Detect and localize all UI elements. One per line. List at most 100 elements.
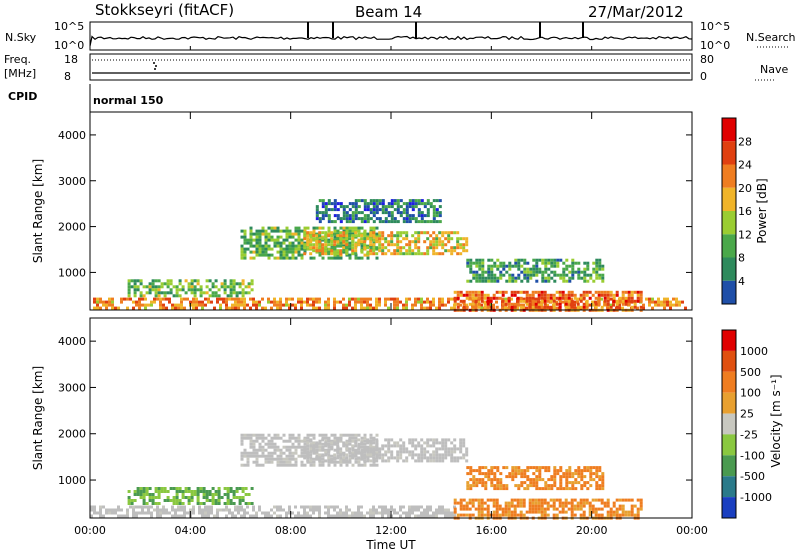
- echo-cell: [267, 439, 271, 443]
- echo-cell: [213, 306, 216, 310]
- echo-cell: [402, 208, 406, 212]
- echo-cell: [90, 514, 93, 518]
- echo-cell: [598, 478, 602, 482]
- echo-cell: [555, 302, 559, 306]
- echo-cell: [339, 511, 342, 515]
- echo-cell: [441, 303, 444, 307]
- echo-cell: [553, 270, 557, 274]
- echo-cell: [309, 442, 313, 446]
- echo-cell: [324, 511, 327, 515]
- echo-cell: [366, 300, 369, 304]
- echo-cell: [192, 303, 195, 307]
- echo-cell: [312, 508, 315, 512]
- echo-cell: [261, 229, 265, 233]
- time-axis-label: Time UT: [365, 538, 416, 552]
- echo-cell: [498, 296, 502, 300]
- echo-cell: [543, 507, 547, 511]
- echo-cell: [402, 231, 406, 235]
- echo-cell: [229, 502, 233, 505]
- echo-cell: [423, 441, 427, 445]
- echo-cell: [372, 234, 376, 238]
- echo-cell: [435, 246, 439, 250]
- echo-cell: [618, 296, 622, 300]
- echo-cell: [306, 444, 310, 448]
- echo-cell: [267, 442, 271, 446]
- echo-cell: [190, 499, 194, 502]
- echo-cell: [255, 454, 259, 458]
- echo-cell: [405, 450, 409, 454]
- colorbar-tick-label: -1000: [740, 491, 772, 504]
- echo-cell: [303, 456, 307, 460]
- echo-cell: [408, 438, 412, 442]
- echo-cell: [520, 472, 524, 476]
- echo-cell: [372, 447, 376, 451]
- echo-cell: [384, 459, 388, 463]
- echo-cell: [291, 244, 295, 248]
- echo-cell: [190, 291, 194, 295]
- echo-cell: [472, 276, 476, 280]
- echo-cell: [372, 226, 376, 230]
- echo-cell: [378, 217, 382, 221]
- echo-cell: [556, 273, 560, 277]
- echo-cell: [217, 288, 221, 292]
- echo-cell: [559, 258, 563, 262]
- echo-cell: [234, 514, 237, 518]
- echo-cell: [216, 297, 219, 301]
- echo-cell: [285, 460, 289, 464]
- echo-cell: [535, 258, 539, 262]
- echo-cell: [324, 439, 328, 443]
- echo-cell: [471, 290, 475, 294]
- echo-cell: [438, 240, 442, 244]
- echo-cell: [550, 276, 554, 280]
- echo-cell: [408, 217, 412, 221]
- echo-cell: [499, 261, 503, 265]
- echo-cell: [249, 232, 253, 236]
- echo-cell: [456, 305, 460, 309]
- echo-cell: [166, 285, 170, 289]
- echo-cell: [255, 448, 259, 452]
- echo-cell: [582, 513, 586, 517]
- echo-cell: [315, 214, 319, 218]
- echo-cell: [459, 498, 463, 502]
- echo-cell: [490, 279, 494, 283]
- echo-cell: [606, 290, 610, 294]
- echo-cell: [339, 237, 343, 241]
- echo-cell: [426, 306, 429, 310]
- echo-cell: [396, 459, 400, 463]
- echo-cell: [241, 291, 245, 295]
- echo-cell: [487, 276, 491, 280]
- echo-cell: [414, 217, 418, 221]
- echo-cell: [408, 243, 412, 247]
- echo-cell: [297, 454, 301, 458]
- echo-cell: [142, 285, 146, 289]
- echo-cell: [267, 253, 271, 257]
- echo-cell: [199, 291, 203, 295]
- echo-cell: [252, 250, 256, 254]
- echo-cell: [504, 290, 508, 294]
- echo-cell: [264, 457, 268, 461]
- echo-cell: [291, 451, 295, 455]
- echo-cell: [183, 306, 186, 310]
- echo-cell: [387, 306, 390, 310]
- echo-cell: [495, 510, 499, 514]
- echo-cell: [498, 504, 502, 508]
- echo-cell: [315, 211, 319, 215]
- echo-cell: [282, 433, 286, 437]
- echo-cell: [339, 231, 343, 235]
- echo-cell: [309, 453, 313, 457]
- echo-cell: [327, 247, 331, 251]
- echo-cell: [309, 438, 313, 442]
- echo-cell: [363, 450, 367, 454]
- echo-cell: [211, 285, 215, 289]
- echo-cell: [282, 460, 286, 464]
- echo-cell: [471, 293, 475, 297]
- echo-cell: [465, 305, 469, 309]
- echo-cell: [202, 490, 206, 493]
- echo-cell: [387, 450, 391, 454]
- echo-cell: [369, 211, 373, 215]
- echo-cell: [363, 253, 367, 257]
- echo-cell: [597, 302, 601, 306]
- echo-cell: [546, 299, 550, 303]
